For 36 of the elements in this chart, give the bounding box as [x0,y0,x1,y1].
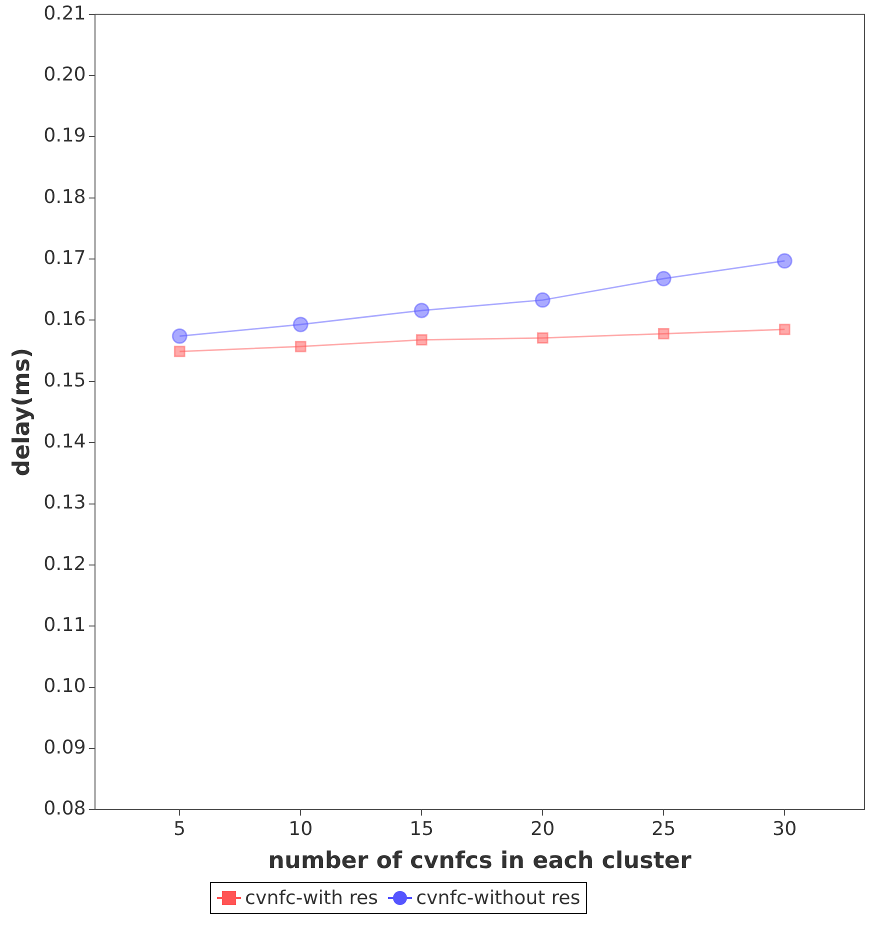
point [174,346,186,358]
x-tick-label: 10 [288,818,313,840]
y-tick-label: 0.16 [44,308,86,330]
y-tick-label: 0.19 [44,124,86,147]
x-tick-label: 15 [410,818,434,840]
x-tick-label: 5 [174,818,186,840]
point [292,316,308,332]
y-tick-label: 0.18 [44,186,86,208]
point [414,302,430,318]
point [416,334,428,346]
x-axis-title: number of cvnfcs in each cluster [268,848,692,874]
point [534,292,550,308]
point [776,253,792,269]
y-tick-label: 0.14 [44,430,86,453]
point [294,340,306,352]
y-tick-label: 0.17 [44,247,86,270]
x-tick-label: 25 [652,818,676,840]
legend-label: cvnfc-without res [416,887,580,909]
point [778,324,790,336]
x-tick-label: 20 [530,818,555,840]
point [536,332,548,344]
x-tick-label: 30 [772,818,797,840]
legend-label: cvnfc-with res [245,887,378,909]
y-tick-label: 0.13 [44,492,86,514]
y-tick-label: 0.11 [44,614,86,636]
y-tick-label: 0.21 [44,2,86,24]
y-tick-label: 0.12 [44,552,86,575]
y-axis-title: delay(ms) [8,348,35,476]
y-tick-label: 0.09 [44,736,86,758]
point [656,270,672,286]
y-tick-label: 0.08 [44,798,86,820]
y-tick-label: 0.20 [44,64,86,86]
y-tick-label: 0.10 [44,675,86,698]
point [172,328,188,344]
point [658,328,670,340]
y-tick-label: 0.15 [44,369,86,392]
